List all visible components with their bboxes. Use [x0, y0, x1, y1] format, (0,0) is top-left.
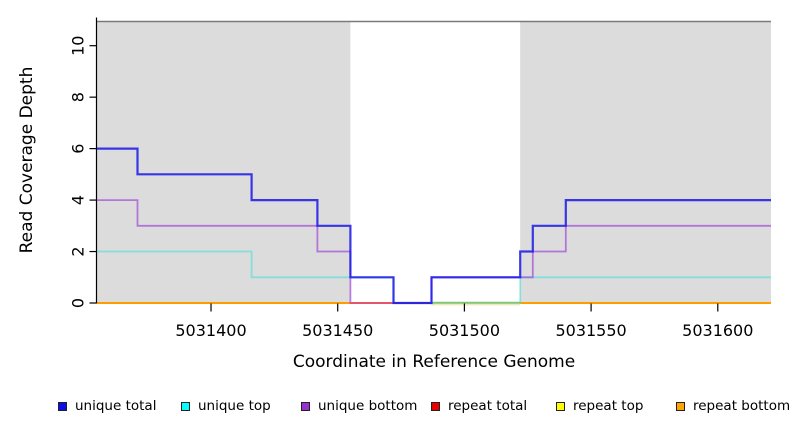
y-tick-label: 4 [69, 195, 88, 205]
series-line-unique-total [97, 147, 771, 305]
shaded-region [97, 21, 351, 303]
x-tick-label: 5031450 [302, 321, 373, 340]
y-tick-label: 10 [69, 36, 88, 56]
x-tick-label: 5031550 [555, 321, 626, 340]
shaded-region [520, 21, 771, 303]
y-tick-label: 8 [69, 92, 88, 102]
x-tick-label: 5031500 [429, 321, 500, 340]
y-tick-label: 6 [69, 144, 88, 154]
x-tick-label: 5031400 [175, 321, 246, 340]
y-axis-title: Read Coverage Depth [17, 66, 37, 254]
x-tick-label: 5031600 [682, 321, 753, 340]
y-tick-label: 0 [69, 298, 88, 308]
x-axis-title: Coordinate in Reference Genome [292, 352, 576, 372]
y-tick-label: 2 [69, 246, 88, 256]
